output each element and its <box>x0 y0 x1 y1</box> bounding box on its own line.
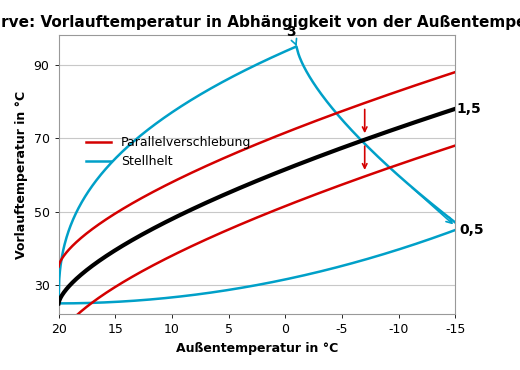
Legend: Parallelverschlebung, Stellhelt: Parallelverschlebung, Stellhelt <box>81 131 256 173</box>
Y-axis label: Vorlauftemperatur in °C: Vorlauftemperatur in °C <box>15 91 28 259</box>
X-axis label: Außentemperatur in °C: Außentemperatur in °C <box>176 342 338 355</box>
Text: 1,5: 1,5 <box>457 102 482 116</box>
Text: 0,5: 0,5 <box>460 223 484 237</box>
Text: 3: 3 <box>286 25 296 45</box>
Title: Heizkurve: Vorlauftemperatur in Abhängigkeit von der Außentemperatur: Heizkurve: Vorlauftemperatur in Abhängig… <box>0 15 520 30</box>
